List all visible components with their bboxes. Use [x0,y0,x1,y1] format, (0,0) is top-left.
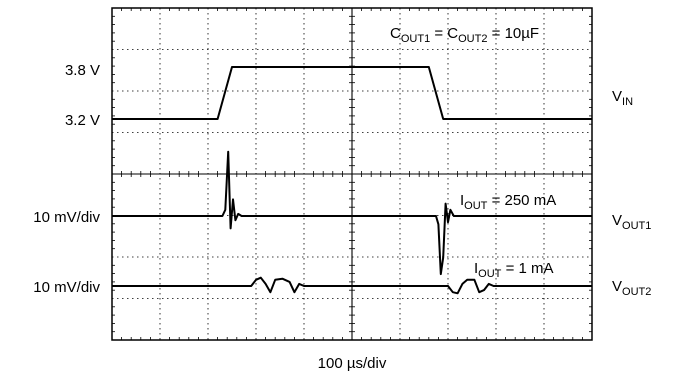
capacitance-annotation: COUT1 = COUT2 = 10µF [390,25,539,45]
series-name-vout2: VOUT2 [612,278,651,298]
v-high-label: 3.8 V [65,62,100,79]
traces [112,66,592,295]
plot-frame [111,7,593,341]
trace-vout2 [112,276,592,295]
vout1-scale-label: 10 mV/div [33,209,100,226]
x-axis-label: 100 µs/div [318,355,387,372]
iout-high-annotation: IOUT = 250 mA [460,192,556,212]
v-low-label: 3.2 V [65,112,100,129]
vout2-scale-label: 10 mV/div [33,279,100,296]
series-name-vout1: VOUT1 [612,212,651,232]
trace-vin [112,66,592,120]
grid [112,8,592,340]
trace-vout1 [112,150,592,276]
series-name-vin: VIN [612,88,633,108]
iout-low-annotation: IOUT = 1 mA [474,260,554,280]
